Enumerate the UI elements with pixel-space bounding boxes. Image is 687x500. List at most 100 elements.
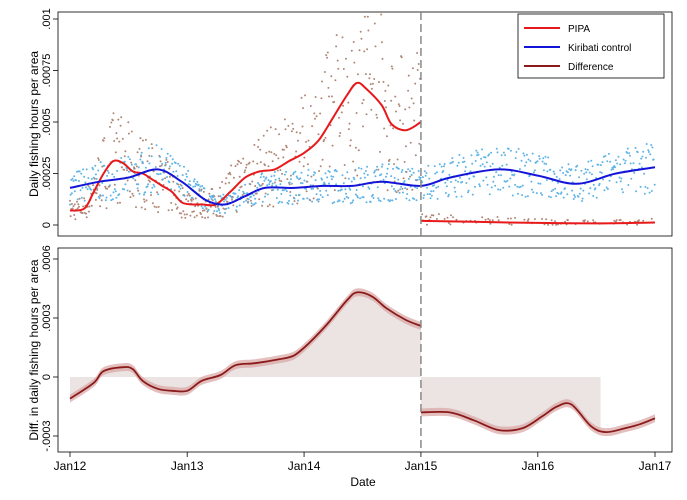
pipa-point [278,179,281,182]
pipa-point [244,169,247,172]
control-point [335,170,338,173]
pipa-point [376,116,379,119]
control-point [159,172,162,175]
control-point [301,182,304,185]
control-point [70,178,73,181]
control-point [326,194,329,197]
control-point [380,173,383,176]
legend: PIPA Kiribati control Difference [517,13,665,79]
pipa-point [148,154,151,157]
pipa-point [170,201,173,204]
control-point [406,193,409,195]
control-point [87,177,90,179]
control-point [454,179,457,182]
control-point [564,187,566,190]
pipa-point [69,199,71,202]
control-point [555,175,558,178]
control-point [101,182,104,184]
control-point [99,161,102,164]
pipa-point [200,188,203,191]
control-point [373,170,376,172]
control-point [283,173,286,176]
pipa-point [302,107,305,110]
pipa-point [391,67,394,70]
control-point [576,164,579,167]
control-point [296,176,299,179]
pipa-point [510,223,513,226]
pipa-point [443,218,446,220]
control-point [120,157,123,159]
pipa-point [155,206,158,209]
control-point [536,160,539,163]
shaded-difference-post [420,377,601,431]
pipa-point [383,127,386,130]
control-point [354,193,357,196]
pipa-point [354,146,357,149]
pipa-point [268,203,271,206]
control-point [411,167,414,170]
pipa-point [235,210,238,213]
control-point [294,170,297,173]
pipa-point [73,203,76,206]
control-point [386,167,389,170]
control-point [203,187,206,190]
control-point [443,165,445,168]
control-point [390,185,393,188]
pipa-point [192,198,195,201]
control-point [360,167,363,170]
control-point [386,172,388,175]
control-point [287,202,290,205]
control-point [475,149,478,152]
pipa-point [219,215,222,217]
control-point [278,200,281,203]
pipa-point [130,130,133,133]
control-point [242,200,245,203]
control-point [461,181,464,183]
control-point [319,194,322,196]
control-point [94,164,97,167]
control-point [200,205,203,208]
pipa-point [85,212,87,215]
pipa-point [216,205,219,208]
pipa-point [157,211,160,214]
control-point [178,185,181,188]
pipa-point [232,176,235,179]
control-point [560,191,563,194]
pipa-point [120,166,123,169]
top-y-axis: 0 .00025 .0005 .00075 .001 [41,8,58,228]
control-point [109,194,112,197]
control-point [538,157,541,160]
control-point [508,185,511,188]
control-point [148,162,151,165]
x-tick-label: Jan17 [639,459,672,473]
pipa-point [78,205,80,208]
series-line-pipa [69,81,422,212]
control-point [144,191,147,194]
control-point [412,171,415,174]
control-point [653,183,656,186]
control-point [150,155,153,158]
pipa-point [273,181,276,184]
control-point [518,186,521,189]
control-point [335,183,338,186]
control-point [184,178,187,181]
control-point [527,158,530,161]
pipa-point [115,132,118,135]
control-point [627,184,630,186]
control-point [643,172,646,175]
control-point [650,144,653,146]
pipa-point [164,163,167,166]
control-point [599,171,602,174]
pipa-point [347,101,350,104]
pipa-point [297,139,299,142]
pipa-point [489,222,492,225]
scatter-points [69,13,656,226]
control-point [328,171,331,173]
control-point [421,181,424,184]
control-point [609,160,612,163]
control-point [146,185,149,188]
control-point [383,197,386,200]
pipa-point [545,218,548,221]
pipa-point [247,200,249,203]
control-point [305,187,307,190]
